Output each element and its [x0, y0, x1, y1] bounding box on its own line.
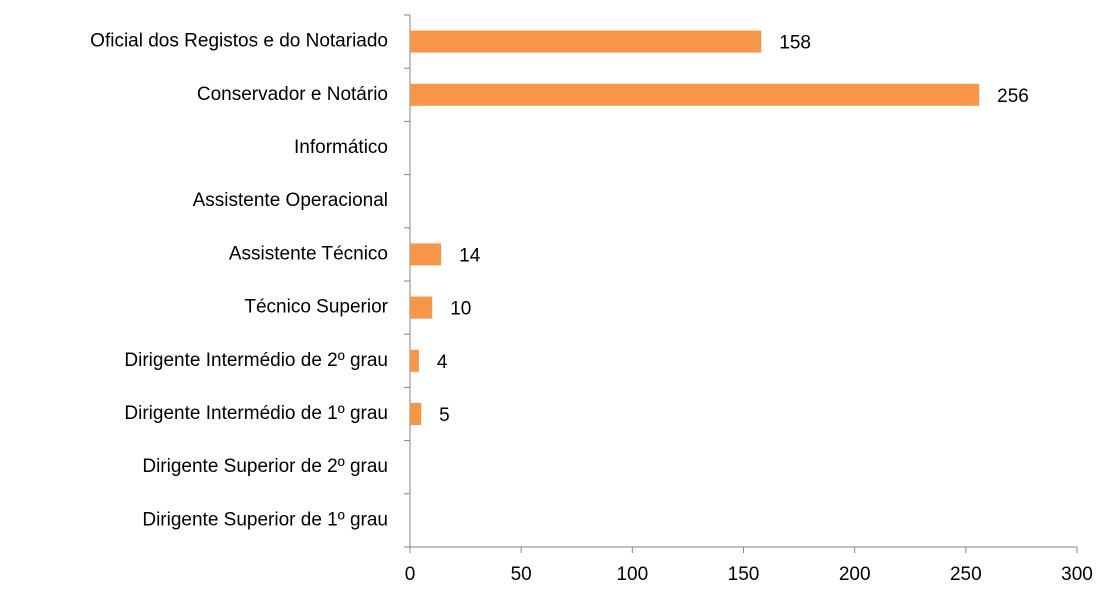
bar	[410, 83, 980, 106]
bar	[410, 296, 433, 319]
x-tick-label: 100	[616, 564, 648, 585]
bar	[410, 349, 419, 372]
value-label: 10	[450, 299, 471, 320]
y-tick-label: Assistente Operacional	[193, 190, 388, 211]
value-label: 5	[439, 405, 450, 426]
y-tick-label: Dirigente Intermédio de 2º grau	[124, 350, 388, 371]
y-tick-label: Técnico Superior	[244, 297, 388, 318]
y-tick-label: Conservador e Notário	[197, 84, 388, 105]
x-tick-label: 300	[1061, 564, 1093, 585]
y-tick-label: Informático	[294, 137, 388, 158]
value-label: 158	[779, 33, 811, 54]
x-tick-label: 0	[405, 564, 416, 585]
y-tick-label: Assistente Técnico	[229, 243, 388, 264]
value-label: 14	[459, 245, 481, 266]
x-tick-label: 200	[839, 564, 871, 585]
y-tick-label: Dirigente Superior de 2º grau	[142, 456, 388, 477]
y-tick-label: Dirigente Intermédio de 1º grau	[124, 403, 388, 424]
bar	[410, 30, 762, 53]
x-tick-label: 150	[728, 564, 760, 585]
value-label: 4	[437, 352, 448, 373]
x-tick-label: 250	[950, 564, 982, 585]
bar	[410, 243, 442, 266]
y-tick-label: Dirigente Superior de 1º grau	[142, 509, 388, 530]
x-tick-label: 50	[511, 564, 532, 585]
y-tick-label: Oficial dos Registos e do Notariado	[90, 31, 388, 52]
bar	[410, 403, 422, 425]
value-label: 256	[997, 86, 1029, 107]
